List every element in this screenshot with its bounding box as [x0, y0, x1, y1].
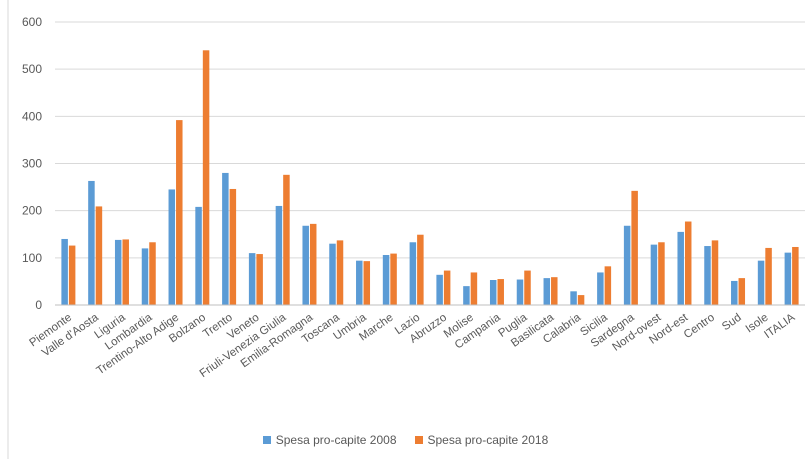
- legend-swatch-2018: [414, 436, 423, 444]
- bar-2018: [390, 253, 397, 305]
- x-tick-label: ITALIA: [762, 311, 797, 341]
- bar-2008: [195, 206, 202, 305]
- bar-2008: [463, 286, 470, 305]
- bar-2018: [738, 278, 746, 305]
- bar-2008: [650, 244, 658, 305]
- bar-2008: [114, 239, 122, 305]
- y-tick-label: 600: [22, 15, 42, 29]
- legend-item-2018: Spesa pro-capite 2018: [414, 433, 549, 447]
- bar-2008: [704, 246, 711, 305]
- x-tick-label: Centro: [682, 312, 717, 342]
- bar-2018: [765, 247, 772, 305]
- bar-2008: [382, 255, 390, 305]
- bar-2008: [61, 238, 68, 305]
- bar-2008: [543, 278, 551, 305]
- bar-2008: [489, 280, 497, 305]
- y-tick-label: 200: [22, 204, 42, 218]
- bar-2008: [248, 253, 256, 305]
- bar-2018: [122, 239, 129, 305]
- bar-2018: [336, 240, 344, 305]
- legend-label-2008: Spesa pro-capite 2008: [275, 433, 397, 447]
- bar-2018: [95, 206, 103, 305]
- bar-2008: [302, 225, 309, 305]
- y-tick-label: 300: [22, 157, 42, 171]
- bar-2008: [329, 243, 336, 305]
- bar-2008: [597, 272, 604, 305]
- bar-2008: [516, 279, 524, 305]
- bar-2018: [363, 261, 371, 305]
- legend-item-2008: Spesa pro-capite 2008: [262, 433, 397, 447]
- bar-2018: [604, 266, 612, 305]
- bar-2018: [551, 277, 558, 305]
- y-tick-label: 500: [22, 62, 42, 76]
- bar-2018: [149, 242, 156, 305]
- legend-swatch-2008: [262, 436, 271, 444]
- bar-2008: [141, 248, 149, 305]
- bar-2018: [68, 245, 76, 305]
- bar-2018: [497, 279, 504, 305]
- bar-2018: [417, 234, 424, 305]
- bar-2018: [309, 223, 317, 305]
- bar-2008: [570, 291, 577, 305]
- bar-2008: [168, 189, 176, 305]
- bar-2008: [677, 231, 684, 305]
- bar-2018: [658, 242, 665, 305]
- y-tick-label: 400: [22, 109, 42, 123]
- bar-2008: [757, 260, 765, 305]
- bar-2008: [356, 260, 363, 305]
- bar-2008: [275, 205, 283, 305]
- bar-2018: [631, 190, 638, 305]
- bar-2008: [784, 252, 792, 305]
- bar-2018: [256, 254, 263, 305]
- bar-2018: [176, 120, 183, 306]
- bar-2008: [623, 225, 631, 305]
- bar-2018: [470, 272, 478, 305]
- y-axis-ticks: 0 100 200 300 400 500 600: [22, 15, 42, 312]
- bar-2018: [283, 174, 290, 305]
- y-tick-label: 100: [22, 251, 42, 265]
- x-tick-label: Sud: [720, 312, 744, 334]
- bar-2018: [684, 221, 692, 305]
- legend-label-2018: Spesa pro-capite 2018: [427, 433, 549, 447]
- bar-2008: [222, 172, 229, 305]
- bar-2008: [88, 180, 95, 305]
- legend: Spesa pro-capite 2008 Spesa pro-capite 2…: [0, 430, 811, 450]
- bar-2018: [577, 295, 585, 305]
- bar-2008: [409, 242, 417, 305]
- bar-2018: [443, 270, 451, 305]
- bar-2008: [436, 274, 443, 305]
- bar-2018: [229, 188, 237, 305]
- bar-2018: [524, 270, 531, 305]
- bar-2018: [792, 246, 799, 305]
- bar-2018: [202, 50, 210, 305]
- bar-2018: [711, 240, 719, 305]
- y-tick-label: 0: [35, 298, 42, 312]
- gridlines: [55, 21, 805, 259]
- bar-2008: [731, 280, 738, 305]
- bars: [61, 50, 799, 306]
